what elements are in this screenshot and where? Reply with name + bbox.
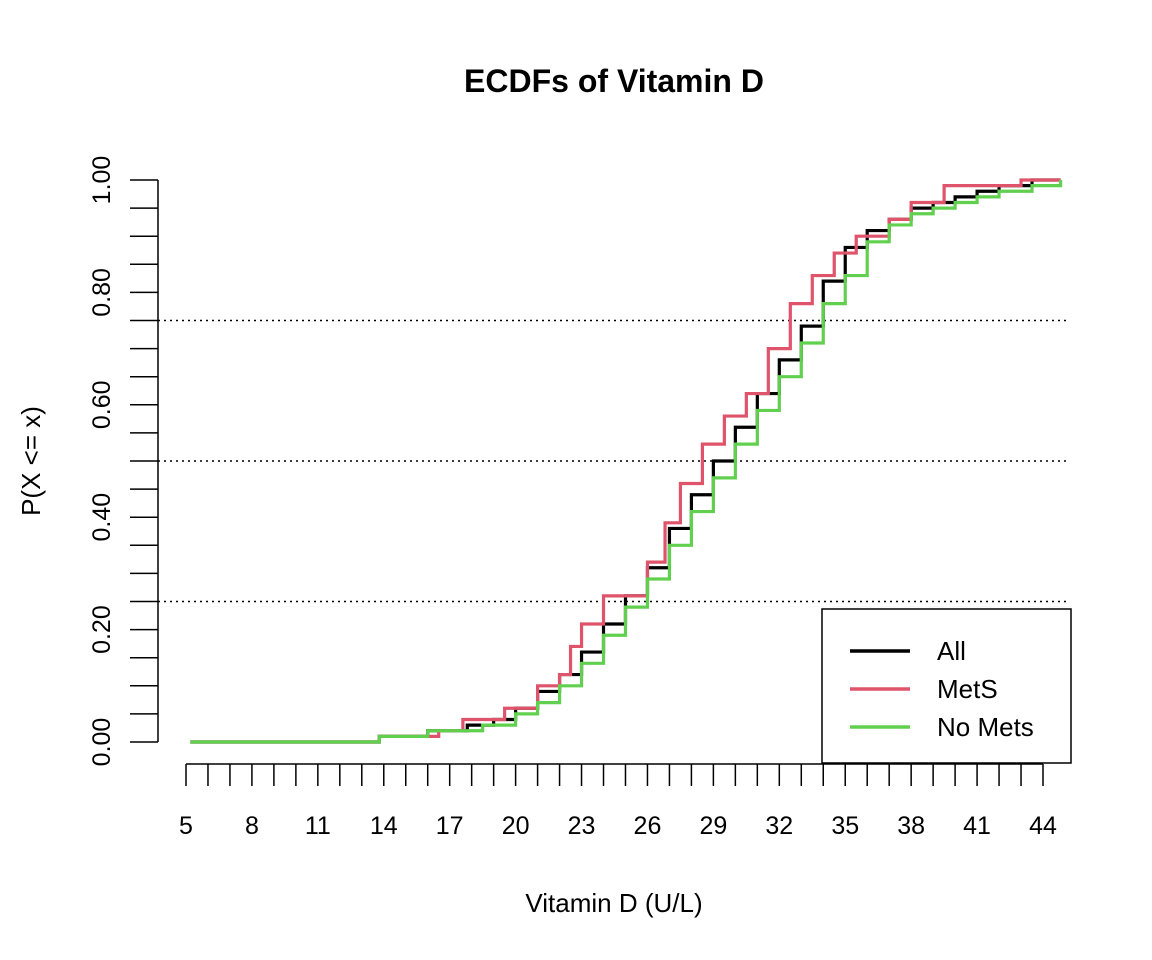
- x-axis: 5 8 11 14 17 20 23 26 29 32 35 38 41 44: [179, 763, 1057, 840]
- chart-title: ECDFs of Vitamin D: [464, 63, 764, 99]
- legend-box: [821, 608, 1072, 764]
- y-axis: 0.00 0.20 0.40 0.60 0.80 1.00: [88, 156, 159, 767]
- x-tick-label: 44: [1029, 812, 1057, 840]
- x-tick-label: 23: [568, 812, 596, 840]
- series-group: [190, 178, 1063, 744]
- series-line-no-mets: [190, 180, 1063, 744]
- x-tick-label: 17: [436, 812, 464, 840]
- x-tick-label: 20: [502, 812, 530, 840]
- legend-label-all: All: [937, 636, 966, 666]
- x-tick-label: 5: [179, 812, 193, 840]
- legend: All MetS No Mets: [821, 608, 1072, 764]
- x-tick-label: 14: [370, 812, 398, 840]
- y-tick-label: 0.20: [88, 605, 116, 654]
- y-tick-label: 0.80: [88, 268, 116, 317]
- reference-lines: [158, 319, 1070, 603]
- x-tick-label: 11: [305, 812, 331, 840]
- y-tick-label: 0.60: [88, 380, 116, 429]
- x-axis-label: Vitamin D (U/L): [525, 888, 702, 918]
- x-tick-label: 26: [634, 812, 662, 840]
- y-tick-label: 0.40: [88, 493, 116, 542]
- x-tick-label: 35: [831, 812, 859, 840]
- x-tick-label: 8: [245, 812, 259, 840]
- legend-label-no-mets: No Mets: [937, 712, 1034, 742]
- legend-label-mets: MetS: [937, 674, 998, 704]
- x-tick-label: 38: [897, 812, 925, 840]
- y-axis-label: P(X <= x): [16, 406, 46, 516]
- x-tick-label: 29: [699, 812, 727, 840]
- y-tick-label: 0.00: [88, 718, 116, 767]
- x-tick-label: 41: [963, 812, 991, 840]
- y-tick-label: 1.00: [88, 156, 116, 205]
- x-tick-label: 32: [765, 812, 793, 840]
